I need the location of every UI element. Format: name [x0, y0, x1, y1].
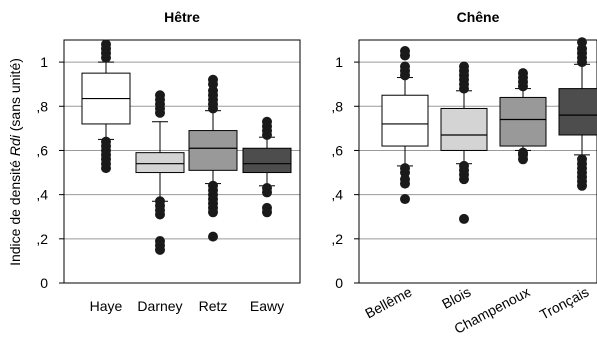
box-iqr: [242, 147, 292, 174]
category-label: Darney: [137, 298, 182, 314]
y-axis-label: Indice de densité Rdi (sans unité): [7, 58, 23, 266]
outlier-point: [155, 236, 165, 247]
outlier-point: [262, 183, 272, 194]
category-label: Tronçais: [537, 284, 591, 323]
outlier-point: [577, 37, 587, 48]
outlier-point: [155, 196, 165, 207]
y-tick-label: ,6: [331, 142, 343, 158]
box-bellême: [381, 46, 429, 205]
outlier-point: [101, 136, 111, 147]
box-blois: [440, 61, 488, 224]
box-iqr: [558, 88, 597, 136]
y-tick-label: 0: [40, 275, 48, 291]
category-label: Bellême: [362, 283, 414, 321]
box-haye: [81, 39, 131, 174]
outlier-point: [262, 116, 272, 127]
box-retz: [188, 74, 238, 242]
plot-frame: [63, 39, 301, 284]
outlier-point: [208, 231, 218, 242]
box-champenoux: [499, 68, 547, 165]
outlier-point: [400, 163, 410, 174]
box-darney: [135, 90, 185, 255]
outlier-point: [262, 202, 272, 213]
y-tick-label: ,6: [36, 142, 48, 158]
category-label: Haye: [90, 298, 123, 314]
y-tick-label: ,2: [36, 231, 48, 247]
y-tick-label: ,4: [36, 187, 48, 203]
y-tick-label: 0: [335, 275, 343, 291]
chart-title: Chêne: [457, 9, 500, 25]
outlier-point: [459, 160, 469, 171]
y-tick-label: ,2: [331, 231, 343, 247]
outlier-point: [400, 194, 410, 205]
plot-frame: [358, 39, 597, 284]
box-iqr: [381, 94, 429, 147]
y-tick-label: ,8: [36, 98, 48, 114]
y-tick-label: ,4: [331, 187, 343, 203]
category-label: Blois: [439, 284, 473, 312]
outlier-point: [518, 68, 528, 79]
box-iqr: [135, 152, 185, 174]
outlier-point: [400, 61, 410, 72]
outlier-point: [208, 74, 218, 85]
outlier-point: [400, 46, 410, 57]
box-iqr: [499, 96, 547, 147]
outlier-point: [518, 147, 528, 158]
box-iqr: [188, 130, 238, 171]
outlier-point: [101, 39, 111, 50]
outlier-point: [459, 61, 469, 72]
box-eawy: [242, 116, 292, 218]
box-tronçais: [558, 37, 597, 191]
y-tick-label: ,8: [331, 98, 343, 114]
outlier-point: [155, 90, 165, 101]
chart-title: Hêtre: [164, 9, 200, 25]
y-tick-label: 1: [335, 54, 343, 70]
panel-hetre: Hêtre 0 ,2 ,4 ,6 ,8 1 Haye Darney Retz Eawy: [36, 9, 301, 314]
y-tick-label: 1: [40, 54, 48, 70]
category-label: Retz: [199, 298, 228, 314]
outlier-point: [459, 213, 469, 224]
box-iqr: [440, 107, 488, 151]
outlier-point: [577, 154, 587, 165]
outlier-point: [208, 180, 218, 191]
category-label: Eawy: [250, 298, 284, 314]
